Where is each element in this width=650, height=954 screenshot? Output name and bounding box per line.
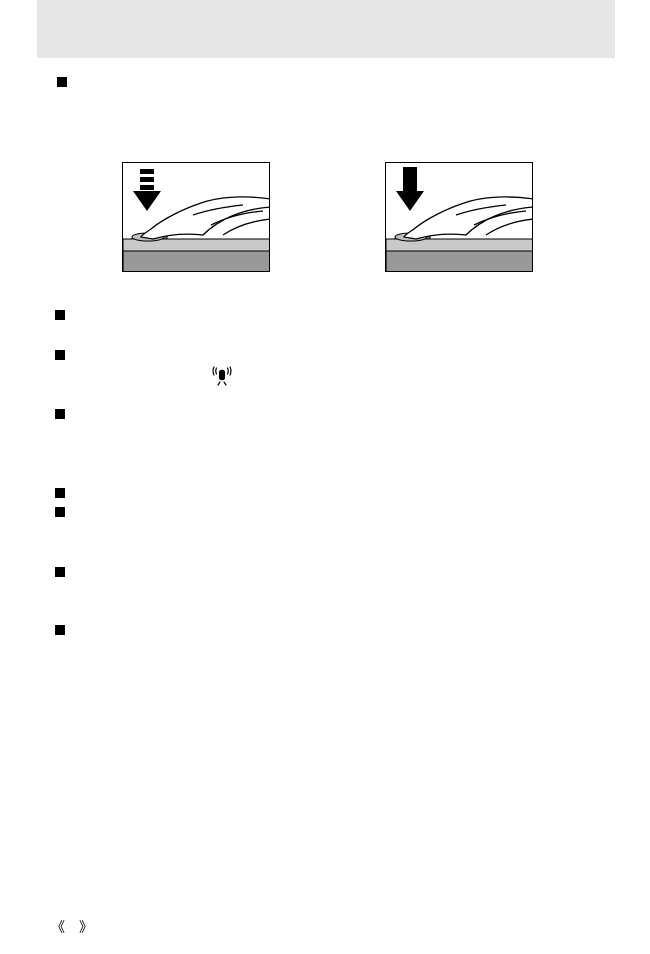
bullet-4 (55, 409, 65, 419)
footer-mark-right: 》 (79, 917, 93, 937)
shake-icon (211, 364, 233, 391)
figure-half-press (122, 162, 270, 272)
figure-full-press (385, 162, 533, 272)
bullet-8 (55, 625, 65, 635)
finger-hand (404, 197, 533, 239)
arrow-dashed-icon (133, 169, 161, 211)
camera-body (123, 233, 270, 272)
header-band (37, 0, 615, 58)
bullet-3 (55, 350, 65, 360)
bullet-5 (55, 488, 65, 498)
bullet-6 (55, 507, 65, 517)
arrow-solid-icon (396, 167, 424, 211)
footer-mark-left: 《 (51, 917, 65, 937)
bullet-1 (57, 77, 67, 87)
bullet-2 (55, 310, 65, 320)
camera-body (386, 233, 533, 272)
bullet-7 (55, 567, 65, 577)
finger-hand (141, 197, 270, 239)
